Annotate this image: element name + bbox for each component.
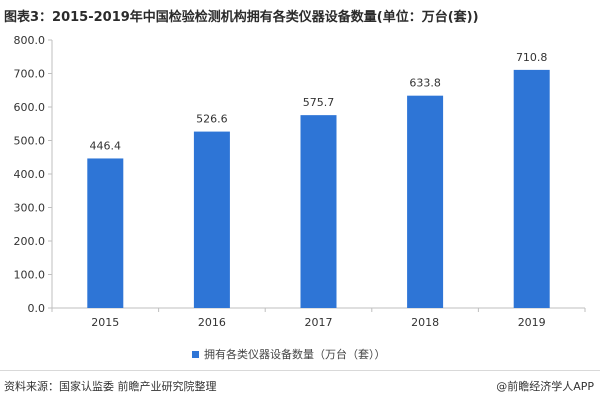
- bar-value-label: 633.8: [409, 77, 441, 90]
- chart-title: 图表3：2015-2019年中国检验检测机构拥有各类仪器设备数量(单位：万台(套…: [4, 10, 479, 25]
- bar-value-label: 526.6: [196, 113, 228, 126]
- bar-value-label: 710.8: [516, 51, 548, 64]
- brand-label: @前瞻经济学人APP: [496, 380, 594, 393]
- x-tick-label: 2018: [411, 316, 439, 329]
- y-tick-label: 300.0: [14, 202, 46, 215]
- x-tick-label: 2017: [305, 316, 333, 329]
- legend-label: 拥有各类仪器设备数量（万台（套））: [204, 348, 386, 361]
- legend: 拥有各类仪器设备数量（万台（套））: [192, 346, 386, 362]
- bar: [407, 95, 444, 308]
- bar: [300, 115, 337, 308]
- y-tick-label: 600.0: [14, 101, 46, 114]
- y-tick-label: 800.0: [14, 34, 46, 47]
- legend-swatch: [192, 350, 199, 358]
- y-tick-label: 400.0: [14, 168, 46, 181]
- bar-value-label: 575.7: [303, 96, 335, 109]
- y-tick-label: 700.0: [14, 68, 46, 81]
- footer-divider: [0, 370, 600, 371]
- x-tick-label: 2019: [518, 316, 546, 329]
- chart-area: 0.0 100.0 200.0 300.0 400.0 500.0 600.0 700.0 80…: [0, 30, 600, 370]
- x-tick-label: 2016: [198, 316, 226, 329]
- y-tick-label: 100.0: [14, 269, 46, 282]
- y-tick-label: 500.0: [14, 135, 46, 148]
- x-tick-label: 2015: [91, 316, 119, 329]
- source-note: 资料来源：国家认监委 前瞻产业研究院整理: [4, 380, 217, 393]
- bar: [87, 158, 124, 308]
- bar: [193, 131, 230, 308]
- bar: [513, 69, 550, 308]
- y-tick-label: 0.0: [28, 302, 46, 315]
- bar-chart: 0.0 100.0 200.0 300.0 400.0 500.0 600.0 700.0 80…: [14, 34, 586, 329]
- y-tick-label: 200.0: [14, 235, 46, 248]
- bar-value-label: 446.4: [90, 139, 122, 152]
